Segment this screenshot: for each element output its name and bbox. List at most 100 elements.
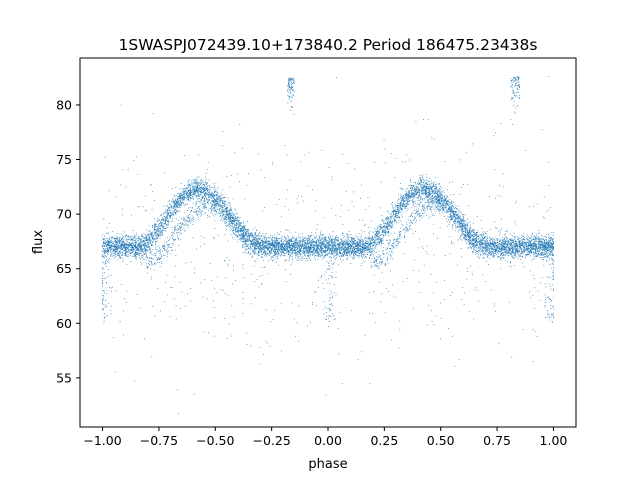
- data-point: [401, 201, 402, 203]
- data-point: [540, 255, 542, 257]
- data-point: [177, 198, 178, 199]
- data-point: [481, 242, 482, 244]
- data-point: [184, 197, 186, 198]
- data-point: [528, 254, 529, 256]
- data-point: [208, 195, 210, 197]
- data-point: [217, 197, 219, 199]
- data-point: [145, 237, 147, 239]
- data-point: [250, 235, 252, 236]
- data-point: [392, 206, 394, 208]
- data-point: [516, 239, 518, 241]
- data-point: [271, 244, 273, 245]
- data-point: [481, 246, 483, 248]
- data-point: [457, 217, 459, 219]
- data-point: [225, 226, 227, 228]
- data-point: [366, 243, 368, 245]
- data-point: [256, 239, 258, 240]
- data-point: [148, 263, 149, 264]
- data-point: [270, 257, 272, 259]
- data-point: [440, 198, 442, 200]
- data-point: [145, 250, 147, 251]
- data-point: [284, 253, 286, 254]
- data-point: [235, 231, 237, 233]
- data-point: [352, 247, 354, 249]
- data-point: [335, 239, 337, 240]
- data-point: [173, 242, 175, 244]
- data-point: [304, 260, 306, 262]
- data-point: [515, 255, 517, 256]
- data-point: [414, 218, 415, 220]
- data-point: [129, 243, 131, 245]
- data-point: [485, 251, 487, 253]
- data-point: [450, 212, 452, 214]
- data-point: [540, 243, 542, 245]
- data-point: [463, 235, 465, 236]
- data-point: [213, 205, 215, 207]
- data-point: [139, 243, 141, 244]
- data-point: [506, 236, 508, 238]
- data-point: [212, 204, 214, 206]
- data-point: [131, 247, 133, 249]
- data-point: [356, 240, 358, 242]
- data-point: [350, 251, 352, 253]
- data-point: [144, 251, 146, 253]
- data-point: [105, 260, 106, 262]
- data-point: [106, 233, 108, 234]
- data-point: [312, 241, 313, 243]
- data-point: [254, 241, 256, 242]
- data-point: [354, 243, 355, 245]
- data-point: [315, 232, 317, 234]
- data-point: [301, 236, 303, 238]
- data-point: [202, 189, 204, 190]
- data-point: [488, 250, 490, 251]
- data-point: [471, 241, 473, 242]
- data-point: [448, 207, 450, 208]
- data-point: [309, 240, 310, 242]
- data-point: [488, 236, 490, 238]
- data-point: [274, 255, 275, 256]
- data-point: [277, 254, 279, 256]
- data-point: [169, 243, 171, 245]
- data-point: [341, 248, 343, 250]
- data-point: [255, 245, 257, 247]
- data-point: [214, 194, 216, 196]
- data-point: [184, 204, 186, 205]
- data-point: [324, 237, 326, 238]
- data-point: [538, 246, 540, 247]
- data-point: [233, 217, 235, 219]
- data-point: [425, 191, 427, 193]
- data-point: [454, 207, 456, 209]
- data-point: [489, 247, 491, 249]
- data-point: [473, 239, 475, 241]
- data-point: [316, 239, 317, 241]
- data-point: [264, 236, 266, 238]
- data-point: [496, 249, 498, 251]
- data-point: [175, 212, 176, 214]
- data-point: [376, 231, 377, 233]
- data-point: [275, 240, 276, 242]
- data-point: [515, 245, 517, 247]
- data-point: [169, 212, 171, 213]
- data-point: [490, 244, 492, 245]
- data-point: [299, 259, 301, 261]
- data-point: [230, 214, 232, 216]
- data-point: [444, 200, 446, 202]
- data-point: [370, 246, 371, 247]
- data-point: [511, 247, 513, 249]
- data-point: [121, 234, 123, 236]
- data-point: [174, 205, 176, 207]
- data-point: [391, 248, 393, 250]
- data-point: [333, 241, 335, 243]
- data-point: [275, 250, 276, 252]
- data-point: [490, 253, 492, 255]
- data-point: [447, 204, 448, 206]
- data-point: [371, 257, 373, 259]
- data-point: [511, 242, 512, 244]
- data-point: [425, 180, 427, 182]
- data-point: [462, 227, 464, 229]
- data-point: [180, 183, 182, 184]
- data-point: [315, 241, 316, 243]
- data-point: [253, 238, 255, 240]
- data-point: [321, 256, 322, 258]
- data-point: [508, 249, 510, 251]
